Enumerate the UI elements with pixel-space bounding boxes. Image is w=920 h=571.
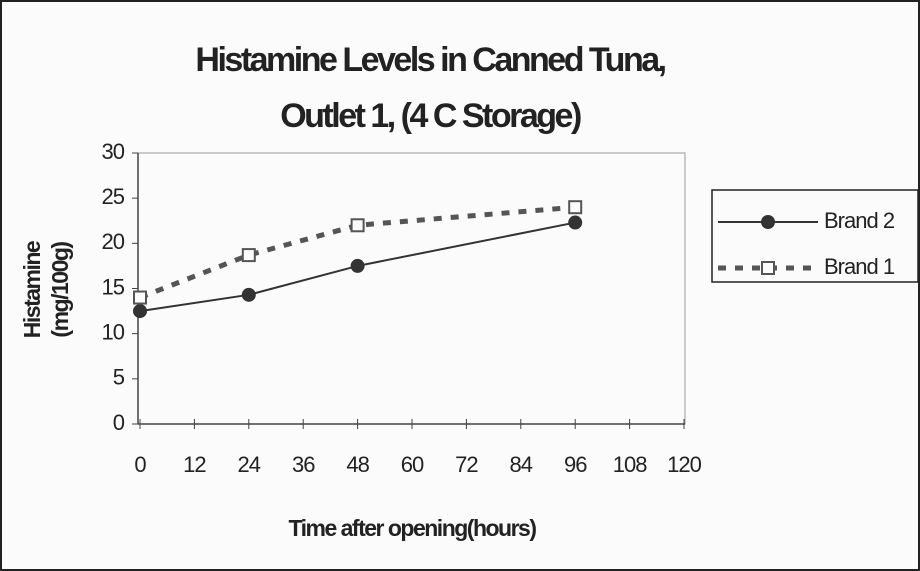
y-tick-label: 15: [102, 274, 125, 299]
data-point: [568, 200, 583, 215]
legend: [711, 189, 919, 283]
x-tick-label: 120: [667, 452, 701, 477]
x-tick-label: 84: [510, 452, 533, 477]
x-tick-label: 48: [346, 452, 369, 477]
chart-title: Outlet 1, (4 C Storage): [280, 97, 581, 135]
chart-title: Histamine Levels in Canned Tuna,: [195, 41, 665, 79]
y-tick-label: 5: [113, 365, 125, 390]
plot-area: [137, 152, 686, 425]
data-point: [241, 287, 256, 302]
x-tick-label: 60: [401, 452, 424, 477]
y-tick-label: 30: [102, 139, 125, 164]
y-tick-label: 20: [102, 229, 125, 254]
x-tick-label: 0: [134, 452, 146, 477]
y-axis-label: Histamine: [19, 241, 45, 338]
data-point: [133, 304, 147, 319]
x-tick-label: 36: [292, 452, 315, 477]
data-point: [350, 218, 365, 233]
y-tick-label: 10: [102, 319, 125, 344]
legend-label: Brand 1: [824, 254, 895, 279]
x-tick-label: 72: [455, 452, 478, 477]
x-tick-label: 96: [564, 452, 587, 477]
data-point: [241, 248, 256, 263]
x-tick-label: 108: [613, 452, 647, 477]
y-tick-label: 25: [102, 184, 125, 209]
series-line: [139, 204, 576, 300]
x-tick-label: 24: [238, 452, 261, 477]
series-line: [139, 221, 576, 313]
legend-label: Brand 2: [824, 208, 895, 233]
x-axis-label: Time after opening(hours): [288, 515, 536, 541]
data-point: [133, 290, 147, 305]
y-tick-label: 0: [113, 410, 125, 435]
legend-marker: [761, 261, 775, 275]
y-axis-label: (mg/100g): [47, 242, 73, 338]
legend-marker: [761, 215, 775, 229]
x-tick-label: 12: [183, 452, 206, 477]
data-point: [350, 258, 365, 273]
data-point: [568, 215, 583, 230]
